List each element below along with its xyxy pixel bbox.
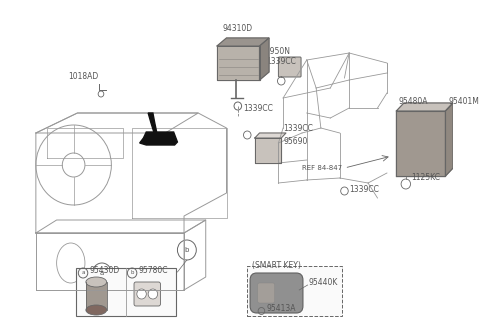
Text: 95440K: 95440K [309,278,338,287]
Text: 1339CC: 1339CC [283,124,313,133]
FancyBboxPatch shape [278,57,301,77]
Text: 1339CC: 1339CC [349,185,379,194]
Polygon shape [255,133,286,138]
FancyBboxPatch shape [258,283,275,303]
Polygon shape [396,103,453,111]
Text: b: b [131,271,134,276]
Polygon shape [148,113,156,132]
Circle shape [137,289,146,299]
Polygon shape [140,132,178,145]
Polygon shape [260,38,269,80]
Text: (SMART KEY): (SMART KEY) [252,261,301,270]
Text: 95690: 95690 [283,137,308,146]
Text: a: a [81,271,85,276]
Polygon shape [396,111,445,176]
Circle shape [148,289,157,299]
Bar [247,266,342,316]
FancyBboxPatch shape [250,273,303,313]
Ellipse shape [86,277,107,287]
Text: 1125KC: 1125KC [411,173,441,182]
Text: 95780C: 95780C [139,266,168,275]
Polygon shape [217,46,260,80]
FancyBboxPatch shape [134,282,160,306]
Polygon shape [217,38,269,46]
Ellipse shape [86,305,107,315]
Text: a: a [100,270,104,276]
Text: 95430D: 95430D [90,266,120,275]
Text: 95413A: 95413A [266,304,296,313]
Bar [86,282,107,310]
Text: REF 84-847: REF 84-847 [302,165,342,171]
Text: 1339CC: 1339CC [243,104,274,113]
Text: 95401M: 95401M [448,97,479,106]
Bar [75,268,176,316]
Text: 1018AD: 1018AD [68,72,98,81]
Text: 95480A: 95480A [398,97,428,106]
Text: 94310D: 94310D [223,24,253,33]
Text: 1339CC: 1339CC [266,57,296,66]
Text: 91950N: 91950N [261,47,290,56]
Polygon shape [445,103,453,176]
Text: b: b [185,247,189,253]
Polygon shape [255,138,281,163]
